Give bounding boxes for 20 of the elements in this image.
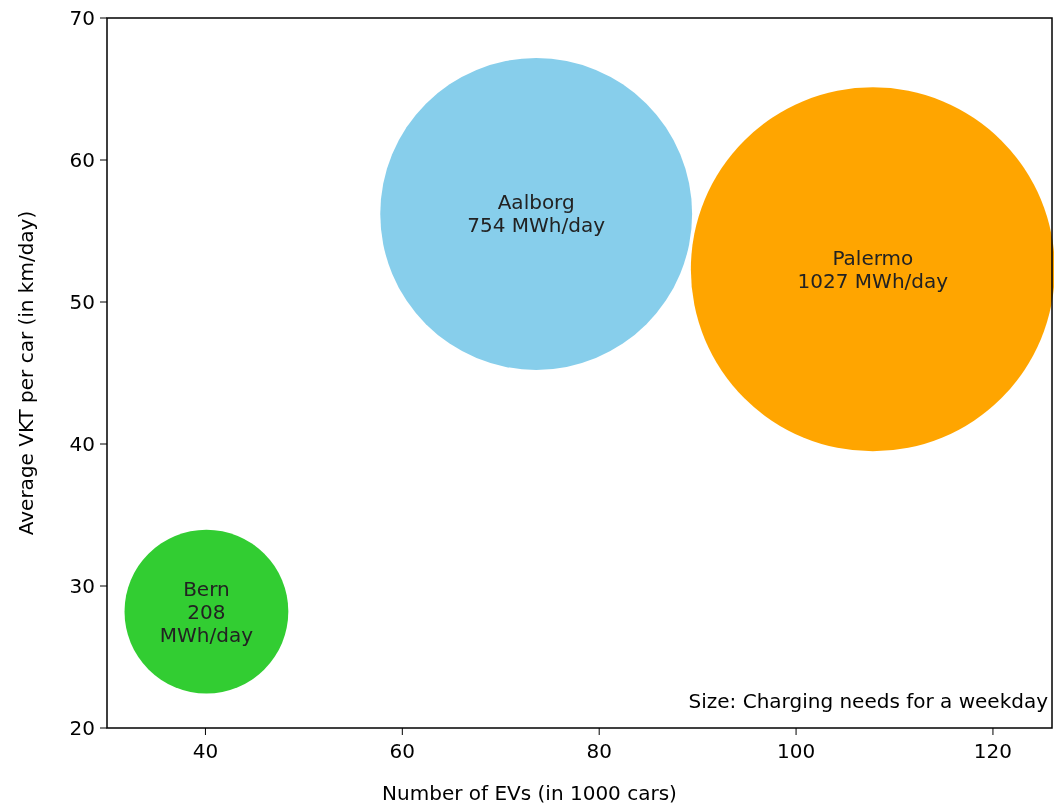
x-tick-label: 60 <box>389 739 416 763</box>
y-tick-label: 60 <box>69 148 95 172</box>
annotation: 1027 MWh/day <box>797 268 949 293</box>
x-tick-label: 120 <box>973 739 1013 763</box>
y-axis-title: Average VKT per car (in km/day) <box>14 210 38 536</box>
x-axis-title: Number of EVs (in 1000 cars) <box>382 781 677 805</box>
annotation: 754 MWh/day <box>467 213 606 238</box>
y-tick-label: 70 <box>69 6 95 30</box>
y-tick-label: 30 <box>69 574 95 598</box>
x-tick-label: 100 <box>776 739 816 763</box>
y-tick-label: 20 <box>69 716 95 740</box>
annotation: Size: Charging needs for a weekday <box>688 689 1049 713</box>
series-label: Palermo <box>832 245 914 270</box>
x-tick-label: 80 <box>586 739 612 763</box>
series-label: Aalborg <box>497 190 575 215</box>
series-label: Bern <box>183 576 230 601</box>
annotation: 208 MWh/day <box>159 599 254 647</box>
x-tick-label: 40 <box>192 739 219 763</box>
y-tick-label: 50 <box>69 290 95 314</box>
y-tick-label: 40 <box>69 432 95 456</box>
